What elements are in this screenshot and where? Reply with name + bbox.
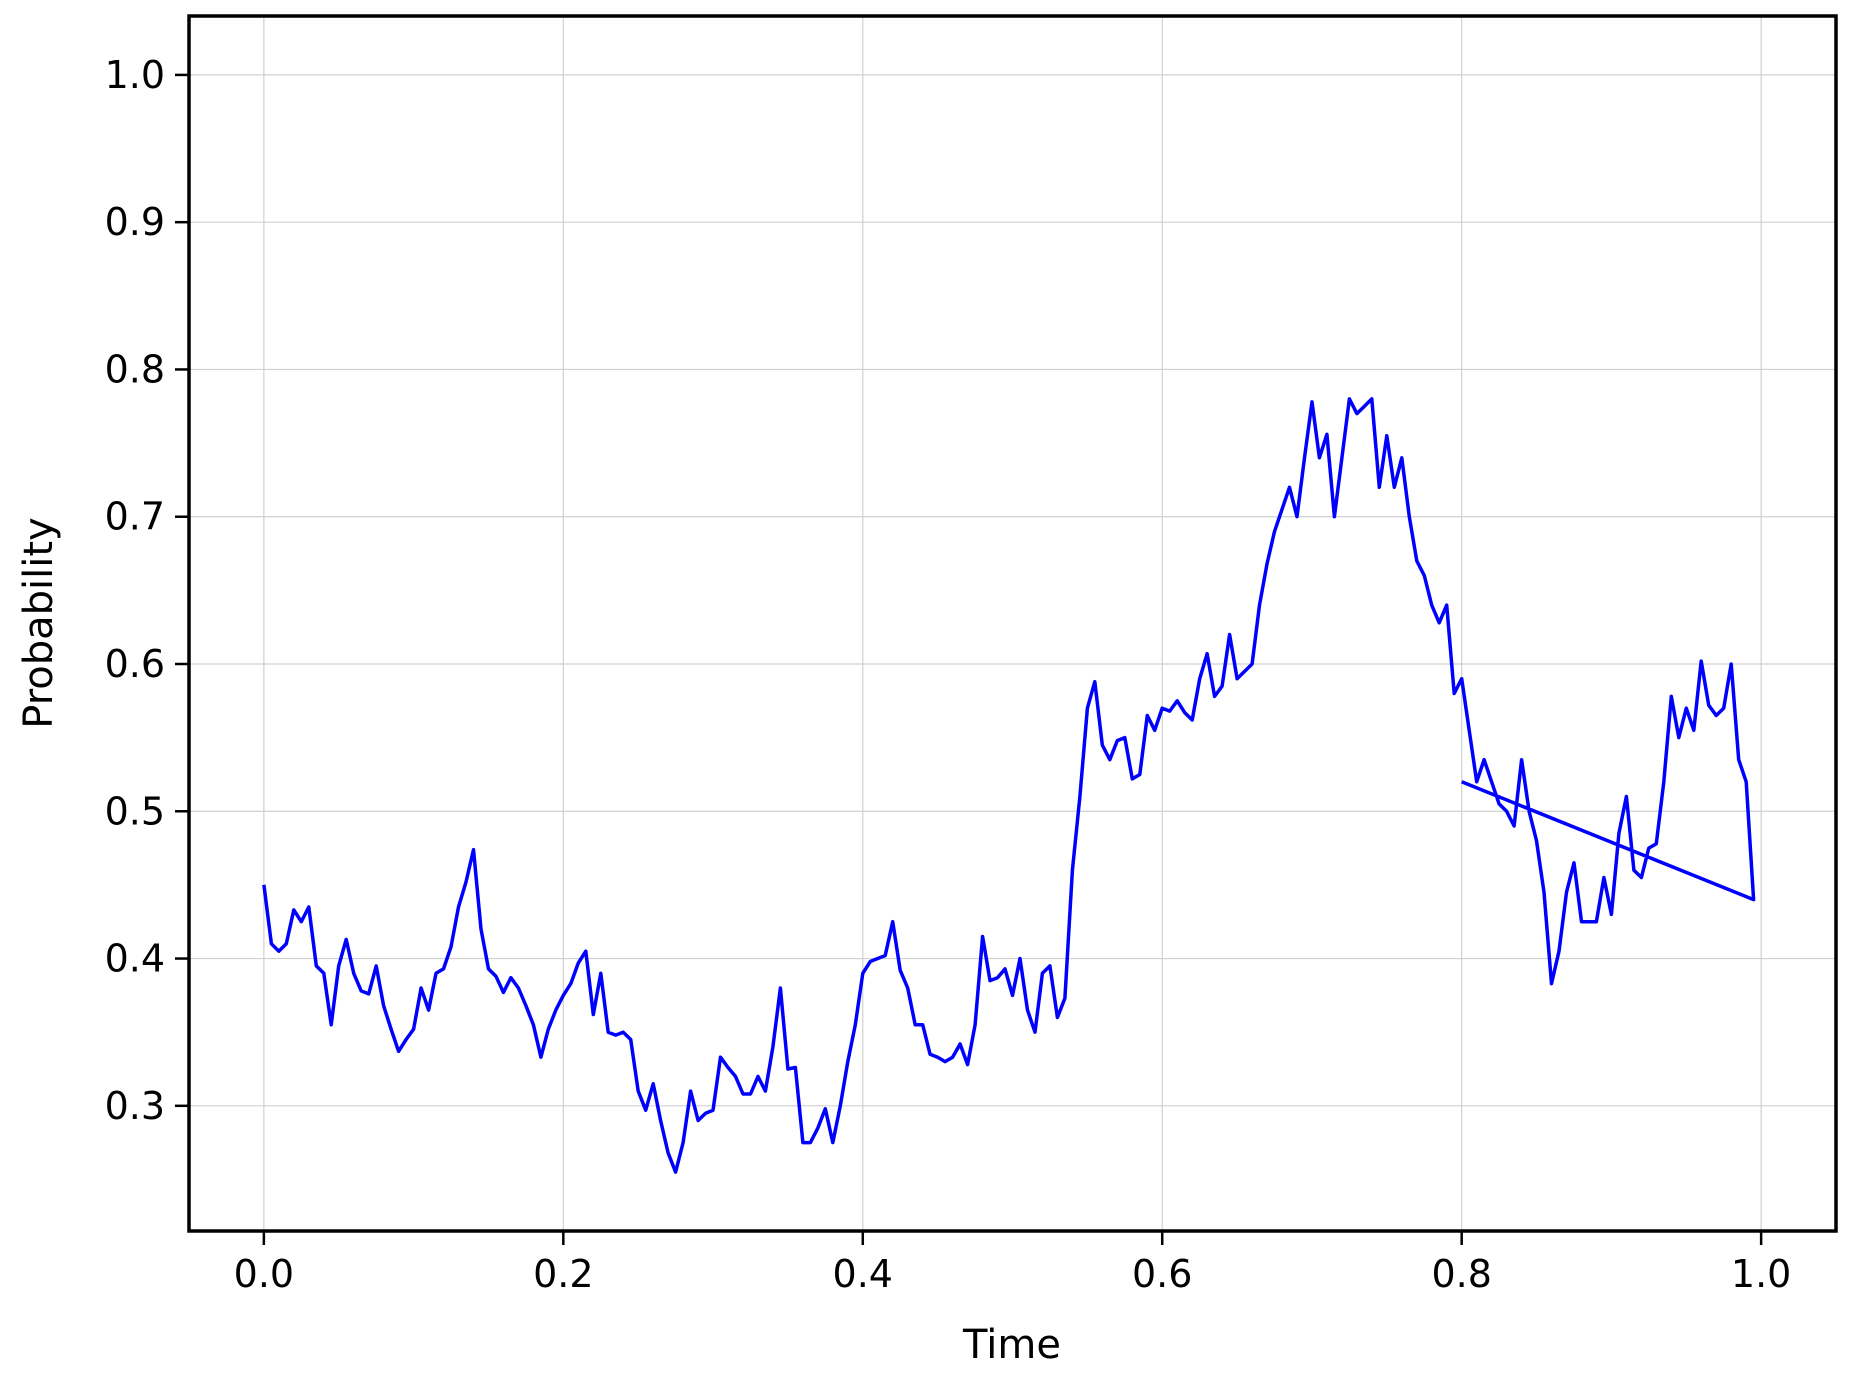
series-line-0 bbox=[262, 397, 1756, 1174]
x-axis: 0.0 0.2 0.4 0.6 0.8 1.0 bbox=[234, 1231, 1791, 1296]
y-tick-label: 0.4 bbox=[105, 937, 165, 981]
y-tick-label: 0.6 bbox=[105, 642, 165, 686]
x-tick-label: 0.8 bbox=[1431, 1252, 1491, 1296]
x-tick-label: 1.0 bbox=[1731, 1252, 1791, 1296]
plot-frame bbox=[187, 14, 1838, 1233]
y-tick-label: 0.7 bbox=[105, 495, 165, 539]
y-tick-label: 1.0 bbox=[105, 53, 165, 97]
y-tick-label: 0.8 bbox=[105, 347, 165, 391]
y-tick-label: 0.5 bbox=[105, 789, 165, 833]
x-tick-label: 0.2 bbox=[533, 1252, 593, 1296]
x-tick-label: 0.4 bbox=[833, 1252, 893, 1296]
x-axis-label: Time bbox=[962, 1322, 1061, 1368]
y-tick-label: 0.3 bbox=[105, 1084, 165, 1128]
y-tick-label: 0.9 bbox=[105, 200, 165, 244]
series-layer bbox=[262, 397, 1756, 1174]
x-tick-label: 0.6 bbox=[1132, 1252, 1192, 1296]
x-tick-label: 0.0 bbox=[234, 1252, 294, 1296]
grid-layer bbox=[189, 16, 1836, 1231]
y-axis: 0.3 0.4 0.5 0.6 0.7 0.8 0.9 1.0 bbox=[105, 53, 189, 1128]
y-axis-label: Probability bbox=[16, 517, 62, 728]
